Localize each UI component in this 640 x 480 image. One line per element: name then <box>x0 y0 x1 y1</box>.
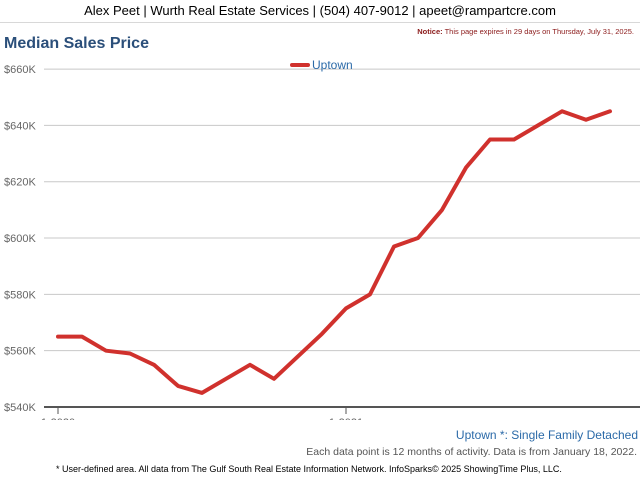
y-tick-label: $560K <box>4 346 36 358</box>
data-point <box>128 351 132 355</box>
grid-layer <box>44 68 640 408</box>
y-tick-label: $540K <box>4 402 36 414</box>
data-point <box>560 109 564 113</box>
data-note: Each data point is 12 months of activity… <box>306 446 637 458</box>
y-axis: $540K $560K $580K $600K $620K $640K $660K <box>4 64 36 414</box>
data-point <box>512 137 516 141</box>
data-point <box>536 123 540 127</box>
legend[interactable]: Uptown <box>290 58 353 72</box>
data-point <box>416 236 420 240</box>
data-point <box>368 292 372 296</box>
y-tick-label: $640K <box>4 120 36 132</box>
data-point <box>440 208 444 212</box>
data-point <box>272 377 276 381</box>
data-point <box>248 363 252 367</box>
y-tick-label: $660K <box>4 64 36 76</box>
data-point <box>488 137 492 141</box>
notice-label: Notice: <box>417 27 443 36</box>
legend-label[interactable]: Uptown <box>312 58 353 72</box>
data-point <box>56 335 60 339</box>
data-point <box>320 332 324 336</box>
notice-text: This page expires in 29 days on Thursday… <box>444 27 634 36</box>
series-layer <box>56 109 612 395</box>
data-point <box>104 349 108 353</box>
x-tick-label: 1-2020 <box>41 417 75 420</box>
expiry-notice: Notice: This page expires in 29 days on … <box>417 27 634 36</box>
data-point <box>200 391 204 395</box>
data-point <box>464 166 468 170</box>
data-point <box>80 335 84 339</box>
contact-text: Alex Peet | Wurth Real Estate Services |… <box>84 3 556 18</box>
contact-header: Alex Peet | Wurth Real Estate Services |… <box>0 0 640 23</box>
data-point <box>344 306 348 310</box>
data-point <box>608 109 612 113</box>
data-point <box>152 363 156 367</box>
x-tick-label: 1-2021 <box>329 417 363 420</box>
y-tick-label: $580K <box>4 289 36 301</box>
page-title: Median Sales Price <box>4 35 149 52</box>
line-chart: $540K $560K $580K $600K $620K $640K $660K 1-20… <box>4 58 640 429</box>
data-point <box>224 377 228 381</box>
title-row: Notice: This page expires in 29 days on … <box>0 23 640 55</box>
area-label: Uptown *: Single Family Detached <box>455 428 638 442</box>
data-point <box>296 354 300 358</box>
data-point <box>584 118 588 122</box>
x-axis: 1-2020 1-2021 <box>41 407 363 429</box>
y-tick-label: $600K <box>4 233 36 245</box>
series-line-uptown <box>56 109 612 395</box>
data-point <box>176 384 180 388</box>
data-point <box>392 244 396 248</box>
y-tick-label: $620K <box>4 177 36 189</box>
footer-disclaimer: * User-defined area. All data from The G… <box>56 464 562 474</box>
chart-container: $540K $560K $580K $600K $620K $640K $660K 1-20… <box>0 55 640 429</box>
